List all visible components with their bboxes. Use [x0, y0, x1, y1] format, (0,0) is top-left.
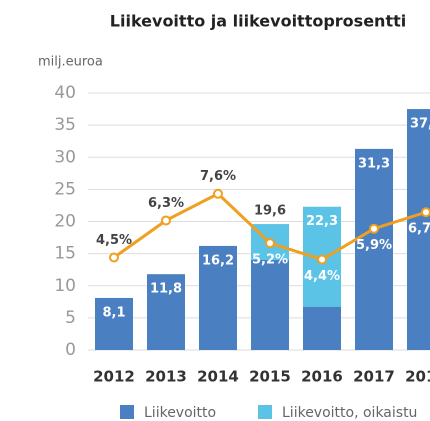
y-tick-label: 30	[54, 147, 76, 167]
bar	[251, 260, 289, 350]
line-value-label: 4,4%	[304, 269, 340, 284]
chart-title: Liikevoitto ja liikevoittoprosentti	[110, 12, 406, 31]
x-tick-label: 2015	[249, 368, 291, 386]
y-tick-label: 10	[54, 276, 76, 296]
x-tick-label: 2013	[145, 368, 187, 386]
bar	[95, 297, 133, 350]
line-value-label: 5,9%	[356, 238, 392, 253]
bar-value-label: 22,3	[306, 214, 338, 229]
y-tick-label: 40	[54, 83, 76, 103]
line-point	[421, 207, 430, 218]
legend-swatch	[120, 405, 134, 419]
legend-label: Liikevoitto	[144, 405, 216, 421]
bar	[199, 245, 237, 350]
line-value-label: 6,3%	[148, 196, 184, 211]
line-point	[369, 223, 379, 234]
bar-value-label: 11,8	[150, 282, 182, 297]
line-point	[265, 238, 275, 249]
y-tick-label: 0	[65, 340, 76, 360]
line-point	[109, 252, 119, 263]
bar-value-label: 19,6	[254, 204, 286, 219]
bar-value-label: 31,3	[358, 156, 390, 171]
line-value-label: 5,2%	[252, 253, 288, 268]
bar	[407, 109, 430, 350]
bar-value-label: 16,2	[202, 253, 234, 268]
x-tick-label: 2018	[405, 368, 430, 386]
x-tick-label: 2016	[301, 368, 343, 386]
line-value-label: 4,5%	[96, 233, 132, 248]
bar-value-label: 8,1	[102, 305, 125, 320]
bar-value-label: 37,5	[410, 117, 430, 132]
y-tick-label: 35	[54, 115, 76, 135]
bar	[303, 306, 341, 350]
line-point	[213, 188, 223, 199]
y-axis-label: milj.euroa	[38, 55, 103, 70]
x-tick-label: 2017	[353, 368, 395, 386]
x-tick-label: 2014	[197, 368, 239, 386]
y-tick-label: 15	[54, 244, 76, 264]
legend-swatch	[258, 405, 272, 419]
bar	[147, 274, 185, 350]
line-point	[317, 254, 327, 265]
bar	[355, 148, 393, 350]
line-value-label: 6,7%	[408, 222, 430, 237]
y-tick-label: 20	[54, 212, 76, 232]
y-tick-label: 5	[65, 308, 76, 328]
line-value-label: 7,6%	[200, 169, 236, 184]
line-point	[161, 215, 171, 226]
y-tick-label: 25	[54, 179, 76, 199]
x-tick-label: 2012	[93, 368, 135, 386]
legend-label: Liikevoitto, oikaistu	[282, 405, 417, 421]
